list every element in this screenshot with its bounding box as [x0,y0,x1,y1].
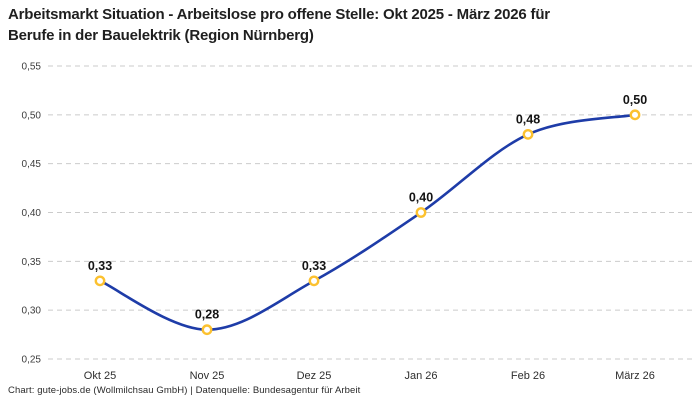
x-tick-label: März 26 [615,370,655,382]
data-point-label: 0,33 [302,259,326,273]
chart-source-credit: Chart: gute-jobs.de (Wollmilchsau GmbH) … [8,385,361,396]
data-point-label: 0,33 [88,259,112,273]
data-point-label: 0,50 [623,93,647,107]
line-series [98,113,637,331]
x-tick-label: Nov 25 [190,370,225,382]
y-tick-label: 0,50 [22,110,42,121]
data-point-marker[interactable] [629,109,641,121]
data-point-marker[interactable] [308,275,320,287]
data-point-label: 0,48 [516,112,540,126]
chart-title-line1: Arbeitsmarkt Situation - Arbeitslose pro… [8,6,550,23]
data-point-marker[interactable] [94,275,106,287]
y-tick-label: 0,55 [22,62,42,73]
x-tick-label: Okt 25 [84,370,116,382]
data-point-label: 0,40 [409,191,433,205]
y-tick-label: 0,40 [22,208,42,219]
x-tick-label: Jan 26 [404,370,437,382]
y-tick-label: 0,30 [22,306,42,317]
data-point-marker[interactable] [201,324,213,336]
x-tick-label: Feb 26 [511,370,545,382]
x-tick-label: Dez 25 [297,370,332,382]
y-tick-label: 0,45 [22,159,42,170]
y-tick-label: 0,35 [22,257,42,268]
chart-title: Arbeitsmarkt Situation - Arbeitslose pro… [8,4,668,46]
y-tick-label: 0,25 [22,355,42,366]
data-point-label: 0,28 [195,308,219,322]
data-point-marker[interactable] [522,128,534,140]
data-point-marker[interactable] [415,207,427,218]
chart-title-line2: Berufe in der Bauelektrik (Region Nürnbe… [8,27,314,44]
